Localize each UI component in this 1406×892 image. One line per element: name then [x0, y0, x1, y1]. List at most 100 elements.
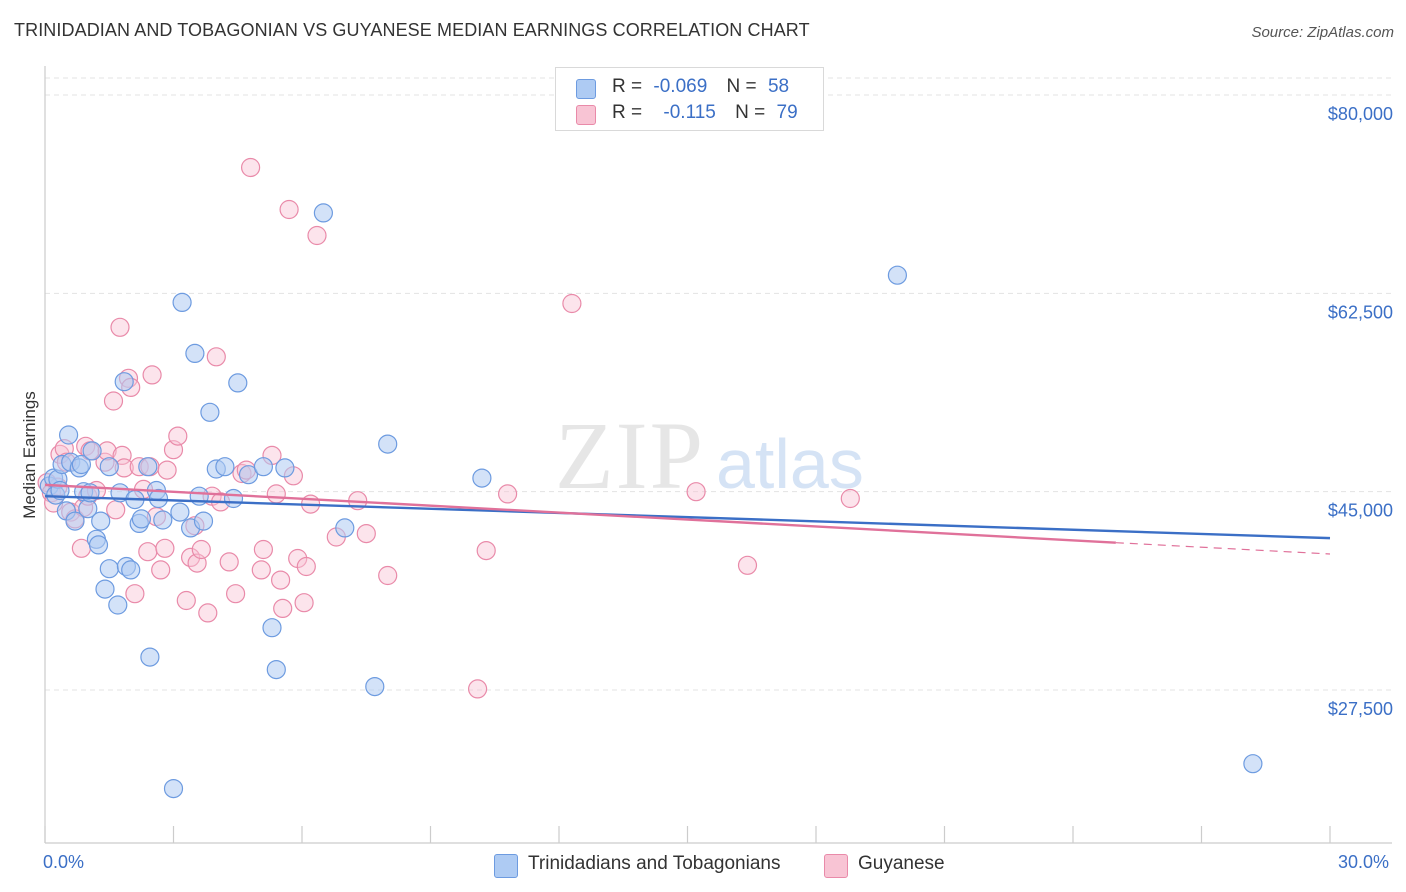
- trinidadian-point: [378, 434, 398, 454]
- legend-r-label: R =: [612, 102, 643, 123]
- guyanese-point: [498, 484, 518, 504]
- trinidadian-point: [472, 468, 492, 488]
- guyanese-point: [142, 365, 162, 385]
- guyanese-point: [198, 603, 218, 623]
- watermark-zip: ZIP: [555, 402, 705, 509]
- guyanese-point: [106, 500, 126, 520]
- trinidadian-point: [185, 343, 205, 363]
- guyanese-point: [294, 593, 314, 613]
- trinidadian-point: [99, 457, 119, 477]
- trend-line-guyanese-extension: [1115, 542, 1331, 555]
- trinidadian-point: [95, 579, 115, 599]
- y-tick-labels: $27,500 $45,000 $62,500 $80,000: [1328, 104, 1393, 719]
- guyanese-point: [307, 225, 327, 246]
- guyanese-point: [356, 523, 376, 544]
- y-tick-label: $27,500: [1328, 699, 1393, 719]
- guyanese-point: [155, 538, 175, 558]
- legend-swatch-pink: [576, 105, 596, 125]
- trinidadian-point: [887, 265, 908, 285]
- trinidadian-point: [108, 595, 128, 615]
- guyanese-point: [271, 570, 291, 590]
- guyanese-point: [168, 426, 188, 446]
- trinidadian-point: [193, 511, 214, 531]
- legend-r-value: -0.069: [653, 76, 708, 97]
- guyanese-point: [103, 391, 124, 411]
- trinidadian-point: [58, 425, 79, 445]
- guyanese-point: [112, 445, 132, 465]
- guyanese-point: [251, 560, 271, 580]
- guyanese-point: [219, 552, 239, 572]
- guyanese-point: [279, 199, 299, 220]
- trend-lines: [44, 483, 1331, 555]
- trinidadian-point: [131, 509, 151, 529]
- trinidadian-point: [266, 659, 286, 680]
- trinidadian-point: [138, 457, 158, 477]
- watermark: ZIP atlas: [555, 402, 864, 509]
- trinidadian-point: [172, 292, 192, 312]
- guyanese-point: [468, 679, 488, 699]
- legend-n-label: N =: [726, 76, 757, 97]
- source-label: Source: ZipAtlas.com: [1251, 24, 1394, 41]
- guyanese-point: [686, 482, 706, 502]
- guyanese-point: [125, 584, 145, 604]
- trinidadian-point: [238, 465, 259, 485]
- guyanese-point: [840, 488, 860, 509]
- trinidadian-point: [223, 488, 244, 509]
- trinidadian-point: [365, 676, 385, 697]
- trinidadian-point: [253, 457, 273, 477]
- legend-r-label: R =: [612, 76, 643, 97]
- trinidadian-point: [275, 458, 295, 478]
- bottom-legend-swatch-pink: [824, 854, 848, 878]
- bottom-legend-label: Trinidadians and Tobagonians: [528, 853, 781, 874]
- guyanese-point: [191, 539, 211, 560]
- trinidadian-point: [313, 203, 333, 223]
- trinidadian-point: [71, 454, 92, 475]
- stats-legend: R = -0.069 N = 58 R = -0.115 N = 79: [555, 67, 824, 131]
- trinidadian-point: [153, 510, 173, 530]
- guyanese-point: [253, 539, 273, 560]
- bottom-legend-label: Guyanese: [858, 853, 945, 874]
- trinidadian-point: [99, 559, 119, 579]
- trinidadian-point: [82, 441, 102, 461]
- trinidadian-point: [215, 457, 235, 477]
- y-tick-label: $62,500: [1328, 302, 1393, 322]
- guyanese-point: [273, 598, 293, 619]
- guyanese-point: [206, 347, 226, 367]
- guyanese-point: [226, 584, 246, 604]
- chart-title: TRINIDADIAN AND TOBAGONIAN VS GUYANESE M…: [14, 20, 810, 40]
- guyanese-point: [737, 555, 758, 575]
- legend-r-value: -0.115: [663, 102, 716, 123]
- trinidadian-point: [262, 618, 282, 638]
- guyanese-point: [562, 293, 582, 314]
- watermark-atlas: atlas: [716, 425, 864, 503]
- guyanese-point: [110, 317, 130, 337]
- legend-n-value: 79: [776, 102, 798, 123]
- trinidadian-point: [163, 778, 184, 799]
- trinidadian-point: [1243, 754, 1263, 774]
- guyanese-point: [378, 565, 398, 586]
- x-tick-label-min: 0.0%: [43, 852, 85, 872]
- trinidadian-point: [335, 518, 355, 538]
- legend-swatch-blue: [576, 79, 596, 99]
- bottom-legend-swatch-blue: [494, 854, 518, 878]
- trinidadian-point: [65, 511, 85, 531]
- guyanese-point: [266, 484, 286, 504]
- trinidadian-point: [91, 511, 111, 531]
- guyanese-point: [241, 157, 261, 178]
- trinidadian-point: [88, 535, 109, 555]
- guyanese-point: [476, 540, 496, 561]
- guyanese-point: [138, 542, 158, 562]
- x-tick-label-max: 30.0%: [1338, 852, 1390, 872]
- legend-n-value: 58: [767, 76, 790, 97]
- guyanese-point: [157, 460, 177, 480]
- guyanese-point: [176, 590, 196, 611]
- trinidadian-point: [140, 647, 160, 667]
- trend-line-guyanese: [44, 483, 1116, 544]
- guyanese-point: [151, 560, 171, 580]
- guyanese-point: [296, 556, 316, 577]
- axes: [44, 66, 1392, 844]
- y-tick-label: $45,000: [1328, 501, 1393, 521]
- legend-n-label: N =: [735, 102, 766, 123]
- trinidadian-point: [114, 372, 134, 392]
